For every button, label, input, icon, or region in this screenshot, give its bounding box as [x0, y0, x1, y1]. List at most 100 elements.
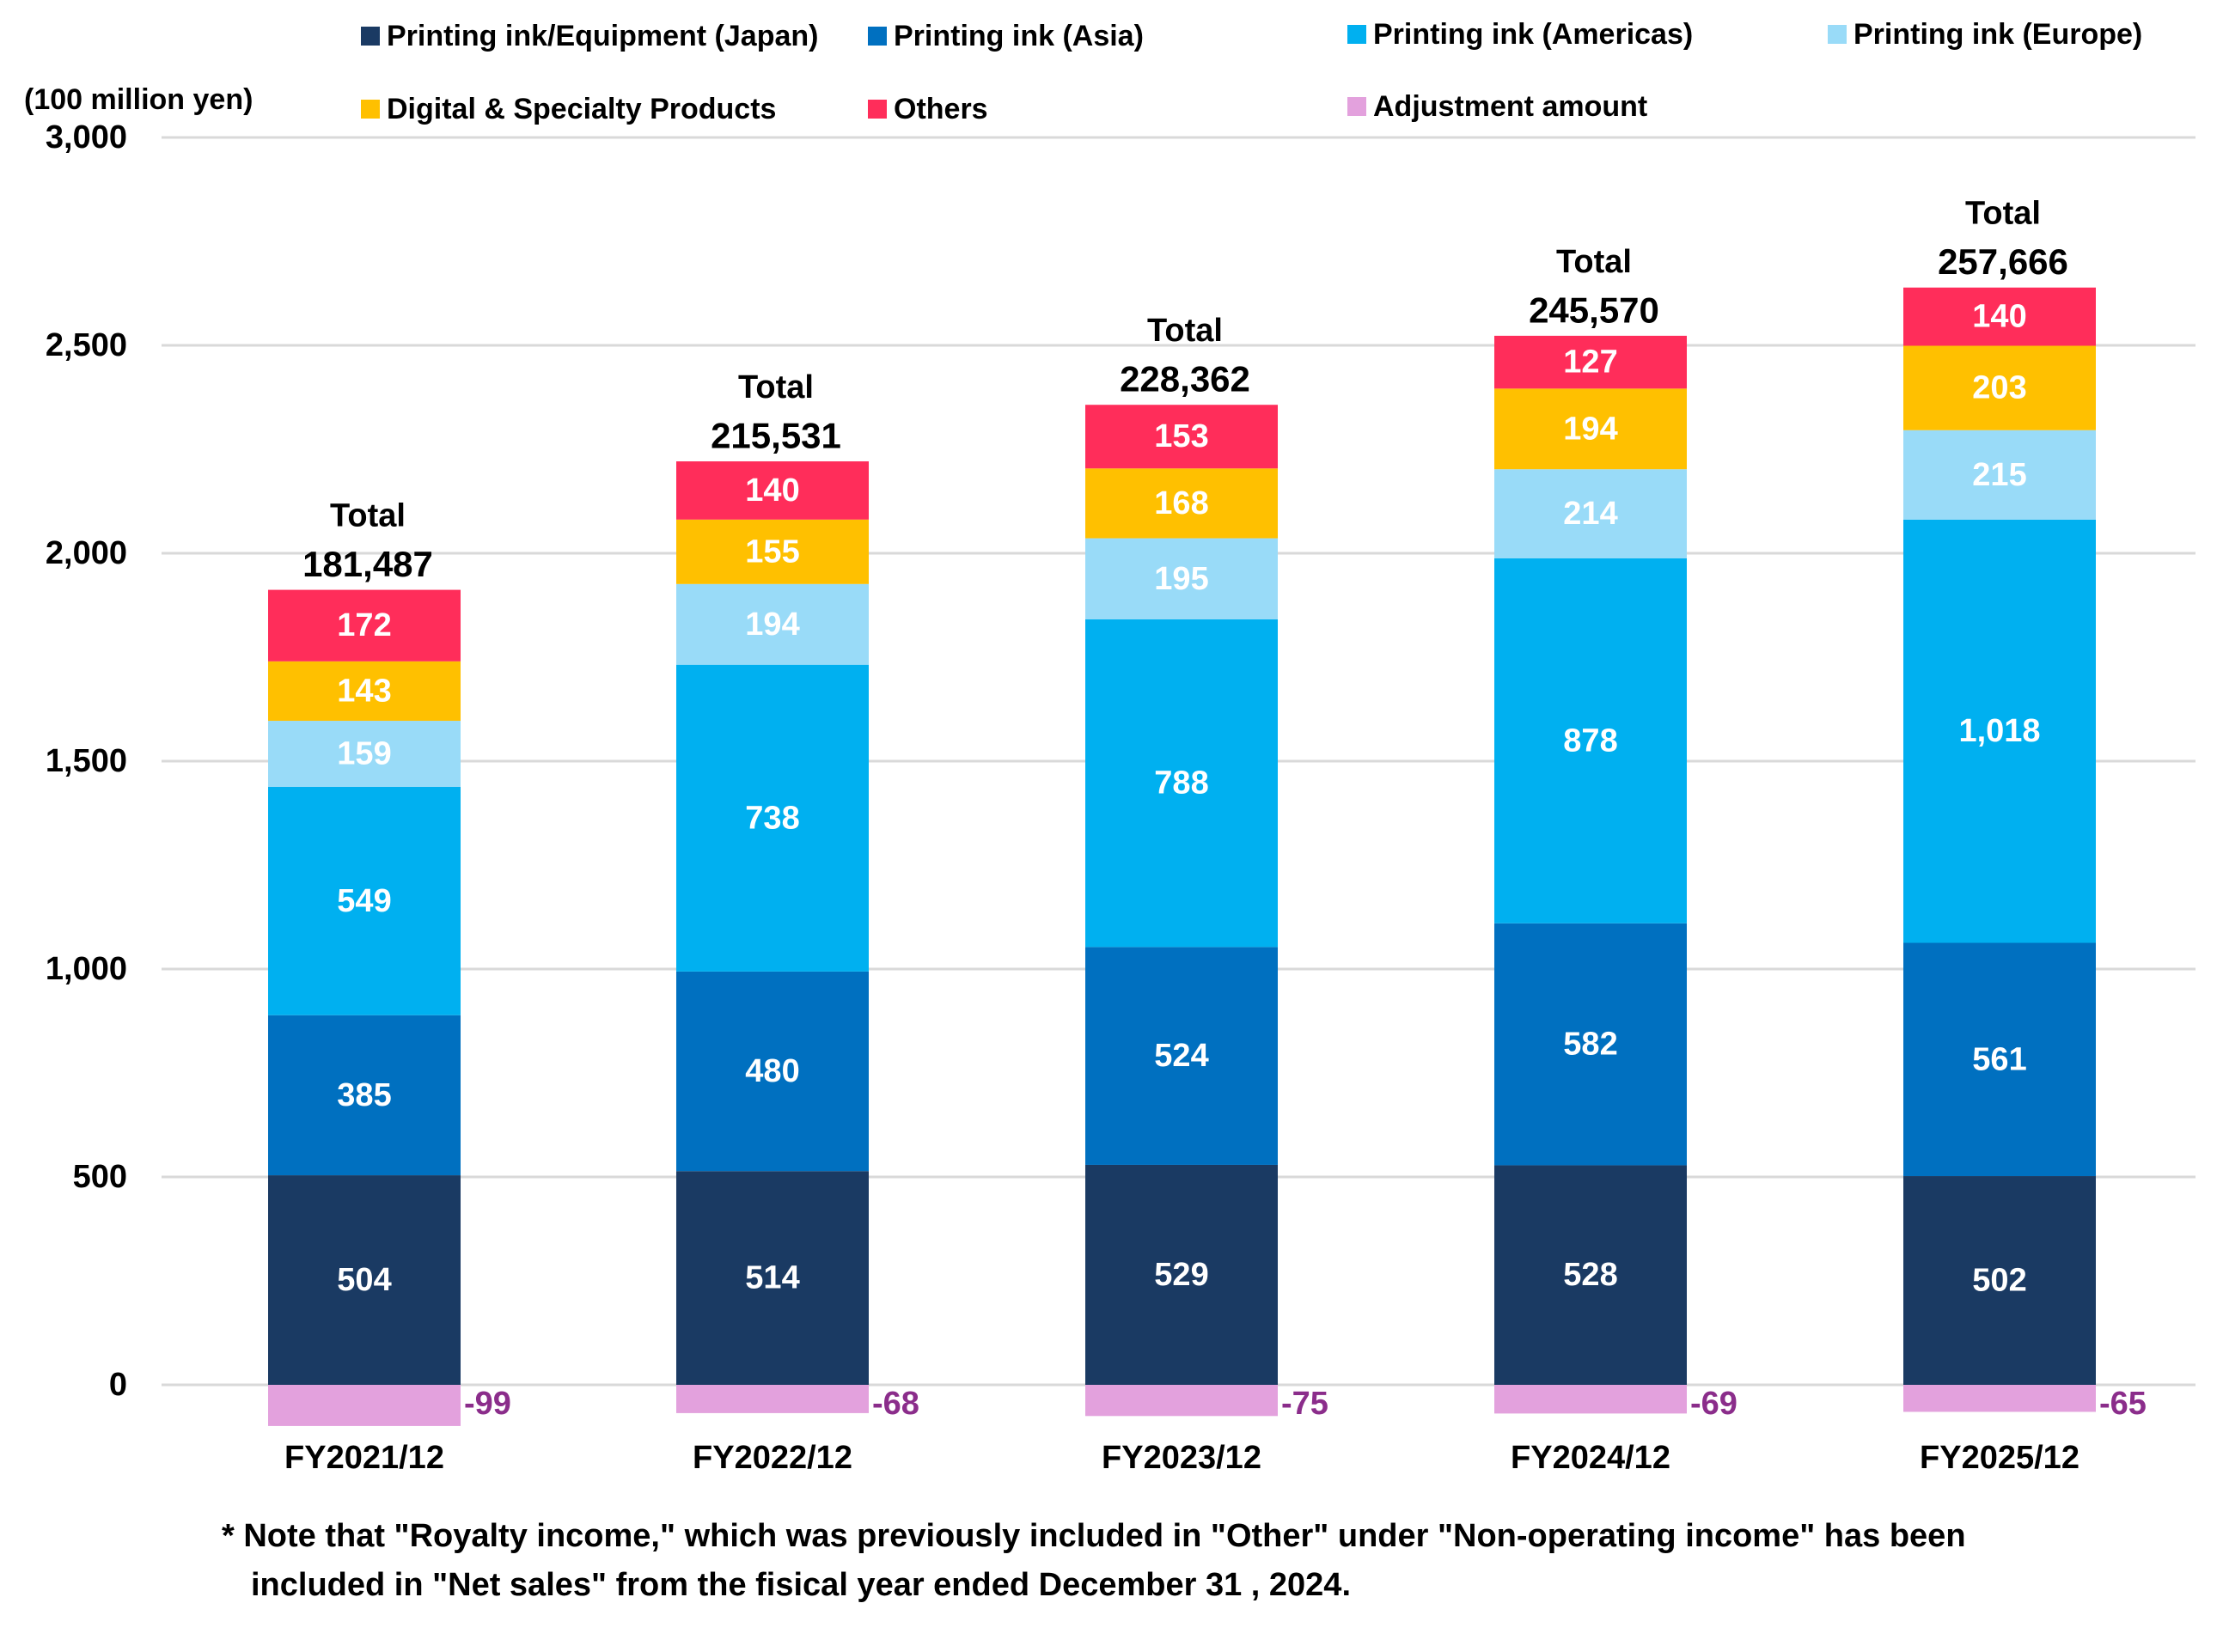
segment-value-label: 159: [337, 736, 391, 772]
segment-value-label: 528: [1563, 1257, 1617, 1293]
bar-segment: [1494, 388, 1687, 470]
bar-segment: [268, 661, 461, 722]
segment-value-label: 549: [337, 883, 391, 919]
segment-value-label: 153: [1154, 418, 1208, 454]
adjustment-segment: [268, 1385, 461, 1426]
legend-swatch: [361, 27, 380, 46]
x-category-label: FY2025/12: [1920, 1440, 2079, 1476]
bar-segment: [1085, 619, 1278, 948]
bar-segment: [1085, 405, 1278, 469]
total-label: Total: [738, 369, 814, 405]
adjustment-value-label: -69: [1690, 1386, 1737, 1422]
x-category-label: FY2021/12: [284, 1440, 444, 1476]
segment-value-label: 172: [337, 607, 391, 643]
bar-segment: [268, 1175, 461, 1385]
x-category-label: FY2022/12: [693, 1440, 852, 1476]
segment-value-label: 524: [1154, 1038, 1208, 1074]
adjustment-segment: [1085, 1385, 1278, 1417]
segment-value-label: 1,018: [1958, 713, 2040, 749]
segment-value-label: 385: [337, 1077, 391, 1113]
y-tick-label: 1,000: [46, 951, 127, 987]
segment-value-label: 194: [745, 607, 799, 643]
bar-segment: [676, 1171, 869, 1385]
segment-value-label: 203: [1972, 370, 2026, 406]
segment-value-label: 140: [745, 472, 799, 509]
bar-segment: [1085, 947, 1278, 1165]
total-value: 215,531: [711, 416, 841, 456]
bar-segment: [1494, 923, 1687, 1166]
bar-segment: [676, 519, 869, 584]
segment-value-label: 155: [745, 533, 799, 570]
bar-segment: [268, 787, 461, 1015]
segment-value-label: 502: [1972, 1263, 2026, 1299]
legend-label: Printing ink (Asia): [894, 20, 1144, 52]
y-tick-label: 2,500: [46, 327, 127, 363]
legend-swatch: [1347, 97, 1366, 116]
total-label: Total: [1556, 244, 1632, 280]
segment-value-label: 738: [745, 800, 799, 836]
legend-swatch: [1828, 25, 1847, 44]
total-value: 257,666: [1938, 241, 2068, 282]
bar-segment: [676, 461, 869, 520]
segment-value-label: 878: [1563, 722, 1617, 759]
bar-segment: [1903, 519, 2096, 943]
total-value: 228,362: [1120, 359, 1250, 399]
x-category-label: FY2023/12: [1102, 1440, 1261, 1476]
bar-segment: [1903, 287, 2096, 346]
segment-value-label: 127: [1563, 344, 1617, 381]
legend-label: Digital & Specialty Products: [387, 93, 776, 125]
bar-segment: [1903, 345, 2096, 430]
total-label: Total: [330, 498, 406, 534]
y-tick-label: 2,000: [46, 535, 127, 571]
bar-segment: [1494, 1165, 1687, 1385]
total-label: Total: [1965, 196, 2041, 232]
footnote-line-2: included in "Net sales" from the fisical…: [251, 1567, 1351, 1603]
bar-segment: [1903, 430, 2096, 520]
segment-value-label: 140: [1972, 299, 2026, 335]
y-tick-label: 1,500: [46, 743, 127, 779]
segment-value-label: 168: [1154, 485, 1208, 521]
bar-segment: [268, 589, 461, 661]
bar-segment: [1085, 1164, 1278, 1385]
bar-segment: [1085, 538, 1278, 619]
segment-value-label: 514: [745, 1260, 799, 1296]
bar-segment: [1085, 468, 1278, 539]
bar-segment: [1494, 558, 1687, 924]
segment-value-label: 195: [1154, 561, 1208, 597]
total-value: 245,570: [1529, 290, 1659, 330]
segment-value-label: 561: [1972, 1041, 2026, 1077]
segment-value-label: 194: [1563, 411, 1617, 447]
adjustment-value-label: -99: [464, 1386, 511, 1422]
bar-segment: [676, 664, 869, 972]
bar-segment: [268, 721, 461, 788]
bar-segment: [1903, 942, 2096, 1177]
segment-value-label: 529: [1154, 1257, 1208, 1293]
legend-label: Printing ink/Equipment (Japan): [387, 20, 818, 52]
y-tick-label: 500: [73, 1159, 127, 1195]
y-tick-label: 0: [109, 1367, 127, 1403]
y-tick-label: 3,000: [46, 119, 127, 155]
legend-swatch: [361, 100, 380, 119]
total-label: Total: [1147, 313, 1223, 349]
segment-value-label: 143: [337, 673, 391, 709]
legend-label: Printing ink (Europe): [1854, 18, 2142, 51]
legend-swatch: [868, 27, 887, 46]
total-value: 181,487: [302, 544, 433, 584]
legend-label: Others: [894, 93, 988, 125]
bar-segment: [1494, 469, 1687, 558]
segment-value-label: 504: [337, 1262, 391, 1298]
legend-label: Printing ink (Americas): [1373, 18, 1693, 51]
bar-segment: [1903, 1176, 2096, 1385]
legend-label: Adjustment amount: [1373, 90, 1647, 123]
footnote-line-1: * Note that "Royalty income," which was …: [222, 1518, 1966, 1554]
adjustment-segment: [1903, 1385, 2096, 1412]
bar-segment: [268, 1015, 461, 1176]
segment-value-label: 215: [1972, 457, 2026, 493]
segment-value-label: 582: [1563, 1027, 1617, 1063]
y-unit-label: (100 million yen): [24, 83, 253, 116]
legend-swatch: [1347, 25, 1366, 44]
bar-segment: [676, 583, 869, 665]
adjustment-value-label: -65: [2099, 1386, 2147, 1422]
